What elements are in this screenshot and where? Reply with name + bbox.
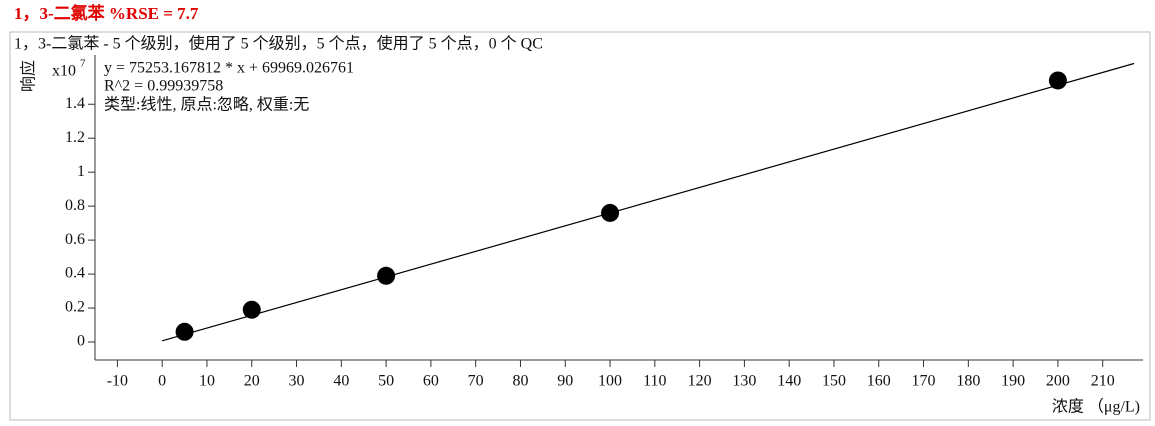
chart-subtitle: 1，3-二氯苯 - 5 个级别，使用了 5 个级别，5 个点，使用了 5 个点，… xyxy=(14,35,543,53)
x-tick-label: 80 xyxy=(512,373,528,390)
x-tick-label: 120 xyxy=(688,373,712,390)
fit-settings: 类型:线性, 原点:忽略, 权重:无 xyxy=(104,96,309,114)
x-tick-label: 100 xyxy=(598,373,622,390)
x-tick-label: 150 xyxy=(822,373,846,390)
x-axis-label: 浓度 （μg/L) xyxy=(1052,398,1140,416)
x-tick-label: 30 xyxy=(289,373,305,390)
data-point xyxy=(377,266,396,285)
x-tick-label: 10 xyxy=(199,373,215,390)
y-tick-label: 0 xyxy=(77,333,85,350)
x-tick-label: 160 xyxy=(867,373,891,390)
equation: y = 75253.167812 * x + 69969.026761 xyxy=(104,60,354,77)
x-tick-label: 40 xyxy=(333,373,349,390)
x-tick-label: 140 xyxy=(777,373,801,390)
r-squared: R^2 = 0.99939758 xyxy=(104,78,223,95)
x-tick-label: 70 xyxy=(468,373,484,390)
x-tick-label: 20 xyxy=(244,373,260,390)
fit-line xyxy=(162,62,1135,342)
chart-frame xyxy=(9,31,1151,421)
y-scale-exponent: 7 xyxy=(80,58,86,70)
y-tick-label: 1.4 xyxy=(65,95,85,112)
x-tick-label: 190 xyxy=(1001,373,1025,390)
y-scale-base: x10 xyxy=(52,63,76,80)
x-tick-label: 200 xyxy=(1046,373,1070,390)
data-point xyxy=(175,322,194,341)
x-tick-label: 90 xyxy=(557,373,573,390)
x-tick-label: 170 xyxy=(912,373,936,390)
x-tick-label: 110 xyxy=(643,373,666,390)
x-tick-label: 60 xyxy=(423,373,439,390)
y-tick-label: 0.8 xyxy=(65,197,85,214)
y-tick-label: 0.2 xyxy=(65,299,85,316)
y-tick-label: 0.6 xyxy=(65,231,85,248)
y-tick-label: 1.2 xyxy=(65,129,85,146)
y-tick-label: 0.4 xyxy=(65,265,85,282)
x-tick-label: 130 xyxy=(732,373,756,390)
x-tick-label: -10 xyxy=(107,373,128,390)
x-tick-label: 50 xyxy=(378,373,394,390)
x-tick-label: 0 xyxy=(158,373,166,390)
data-point xyxy=(1048,71,1067,90)
x-tick-label: 180 xyxy=(956,373,980,390)
x-tick-label: 210 xyxy=(1091,373,1115,390)
y-axis-label: 响应 xyxy=(19,60,38,92)
y-tick-label: 1 xyxy=(77,163,85,180)
chart-title: 1，3-二氯苯 %RSE = 7.7 xyxy=(14,3,199,23)
data-point xyxy=(601,203,620,222)
data-point xyxy=(242,300,261,319)
